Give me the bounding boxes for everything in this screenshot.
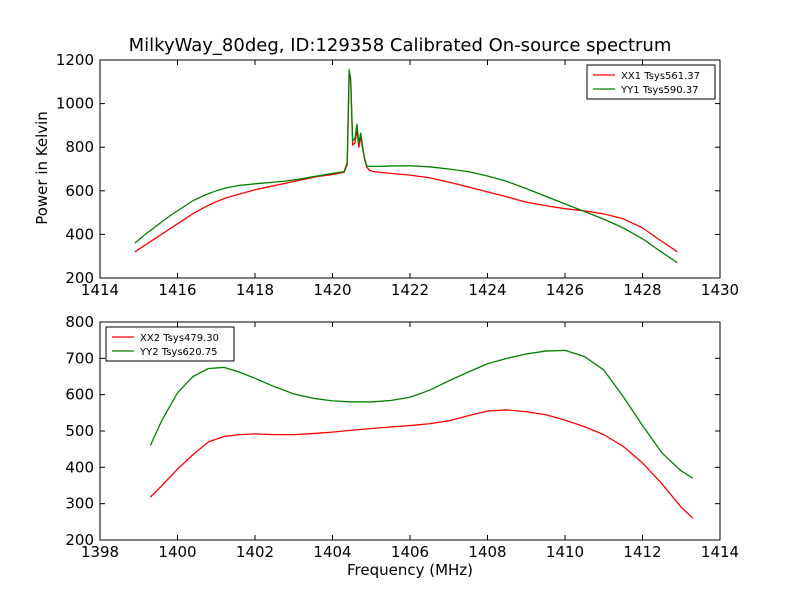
legend-label: XX2 Tsys479.30 (140, 333, 219, 344)
chart-panel-2: 1398 1400 1402 1404 1406 1408 1410 1412 1414 200 3… (65, 313, 739, 561)
series-line-2-2 (149, 349, 694, 479)
x-tick-label: 1398 (81, 543, 119, 561)
y-tick-label: 800 (65, 138, 94, 156)
x-tick-label: 1416 (158, 281, 196, 299)
y-tick-label: 300 (65, 495, 94, 513)
x-tick-label: 1408 (468, 543, 506, 561)
y-tick-label: 200 (65, 269, 94, 287)
series-line-2-1 (149, 409, 694, 519)
x-axis-label: Frequency (MHz) (346, 561, 474, 579)
y-tick-label: 1000 (56, 95, 94, 113)
x-tick-label: 1410 (546, 543, 584, 561)
legend-label: YY1 Tsys590.37 (620, 85, 699, 96)
legend-box (105, 326, 235, 362)
legend-label: YY2 Tsys620.75 (139, 347, 218, 358)
page-title: MilkyWay_80deg, ID:129358 Calibrated On-… (128, 35, 672, 56)
y-tick-label: 700 (65, 349, 94, 367)
x-tick-label: 1404 (313, 543, 351, 561)
y-tick-label: 200 (65, 531, 94, 549)
x-tick-label: 1412 (623, 543, 661, 561)
y-tick-label: 500 (65, 422, 94, 440)
legend-box (586, 64, 716, 100)
legend: XX2 Tsys479.30 YY2 Tsys620.75 (105, 326, 235, 362)
y-tick-label: 1200 (56, 51, 94, 69)
x-tick-label: 1414 (81, 281, 119, 299)
x-tick-label: 1400 (158, 543, 196, 561)
y-tick-label: 400 (65, 225, 94, 243)
y-tick-label: 800 (65, 313, 94, 331)
legend: XX1 Tsys561.37 YY1 Tsys590.37 (586, 64, 716, 100)
x-tick-label: 1420 (313, 281, 351, 299)
series-line-1-2 (134, 69, 678, 264)
x-tick-label: 1426 (546, 281, 584, 299)
x-tick-label: 1422 (391, 281, 429, 299)
x-tick-label: 1414 (701, 543, 739, 561)
x-tick-label: 1424 (468, 281, 506, 299)
legend-label: XX1 Tsys561.37 (621, 71, 700, 82)
x-tick-label: 1402 (236, 543, 274, 561)
x-tick-label: 1428 (623, 281, 661, 299)
y-tick-label: 400 (65, 458, 94, 476)
x-tick-label: 1406 (391, 543, 429, 561)
y-tick-label: 600 (65, 386, 94, 404)
chart-panel-1: 1414 1416 1418 1420 1422 1424 1426 1428 1430 200 4… (56, 51, 739, 299)
y-tick-label: 600 (65, 182, 94, 200)
x-tick-label: 1430 (701, 281, 739, 299)
x-tick-label: 1418 (236, 281, 274, 299)
series-line-1-1 (134, 72, 678, 253)
